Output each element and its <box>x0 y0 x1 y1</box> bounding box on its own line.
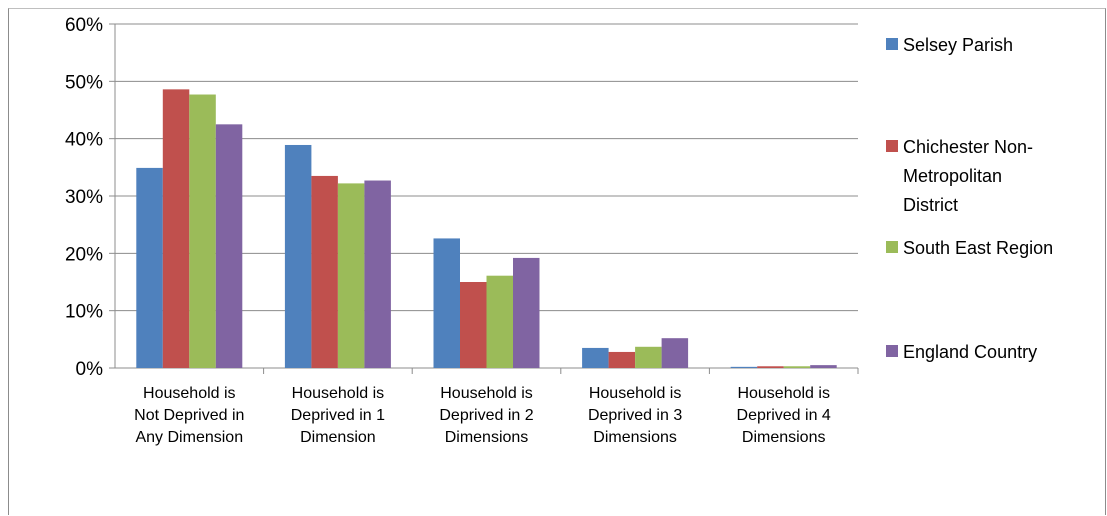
x-tick-label: Dimensions <box>742 429 826 446</box>
legend-label: England Country <box>903 342 1037 362</box>
bar <box>486 275 513 368</box>
legend-label: South East Region <box>903 238 1053 258</box>
legend-label: District <box>903 195 958 215</box>
bar <box>311 175 338 368</box>
x-tick-label: Dimensions <box>593 429 677 446</box>
chart-frame <box>8 8 1106 515</box>
x-tick-label: Deprived in 1 <box>291 407 385 424</box>
bar <box>215 124 243 368</box>
bar <box>162 89 190 369</box>
y-tick-label: 40% <box>65 130 103 151</box>
bar <box>460 282 487 368</box>
legend-swatch <box>886 38 898 50</box>
bar <box>364 180 391 368</box>
x-tick-label: Household is <box>737 385 830 402</box>
y-tick-label: 10% <box>65 302 103 323</box>
bar <box>337 183 365 368</box>
bar <box>783 366 811 368</box>
bar <box>513 257 540 368</box>
bar <box>661 338 689 368</box>
bar <box>810 365 837 368</box>
y-tick-label: 0% <box>76 359 104 380</box>
legend-label: Metropolitan <box>903 166 1002 186</box>
x-tick-label: Household is <box>292 385 385 402</box>
x-tick-label: Dimension <box>300 429 376 446</box>
bar <box>635 346 662 368</box>
y-tick-label: 20% <box>65 244 103 265</box>
legend-label: Chichester Non- <box>903 137 1033 157</box>
bar <box>582 347 609 368</box>
x-tick-label: Deprived in 4 <box>737 407 831 424</box>
x-tick-label: Household is <box>589 385 682 402</box>
x-tick-label: Dimensions <box>445 429 529 446</box>
bar <box>189 94 216 369</box>
y-tick-label: 60% <box>65 15 103 36</box>
legend-swatch <box>886 241 898 253</box>
legend-label: Selsey Parish <box>903 35 1013 55</box>
legend-swatch <box>886 140 898 152</box>
bar <box>284 144 312 368</box>
bar <box>757 366 784 368</box>
bar <box>608 351 636 368</box>
x-tick-label: Household is <box>143 385 236 402</box>
bar <box>730 366 758 368</box>
y-tick-label: 30% <box>65 187 103 208</box>
bar <box>136 167 163 368</box>
bar <box>433 238 460 368</box>
legend-swatch <box>886 345 898 357</box>
x-tick-label: Deprived in 2 <box>439 407 533 424</box>
x-tick-label: Household is <box>440 385 533 402</box>
y-tick-label: 50% <box>65 72 103 93</box>
x-tick-label: Any Dimension <box>135 429 243 446</box>
x-tick-label: Deprived in 3 <box>588 407 682 424</box>
x-tick-label: Not Deprived in <box>134 407 244 424</box>
